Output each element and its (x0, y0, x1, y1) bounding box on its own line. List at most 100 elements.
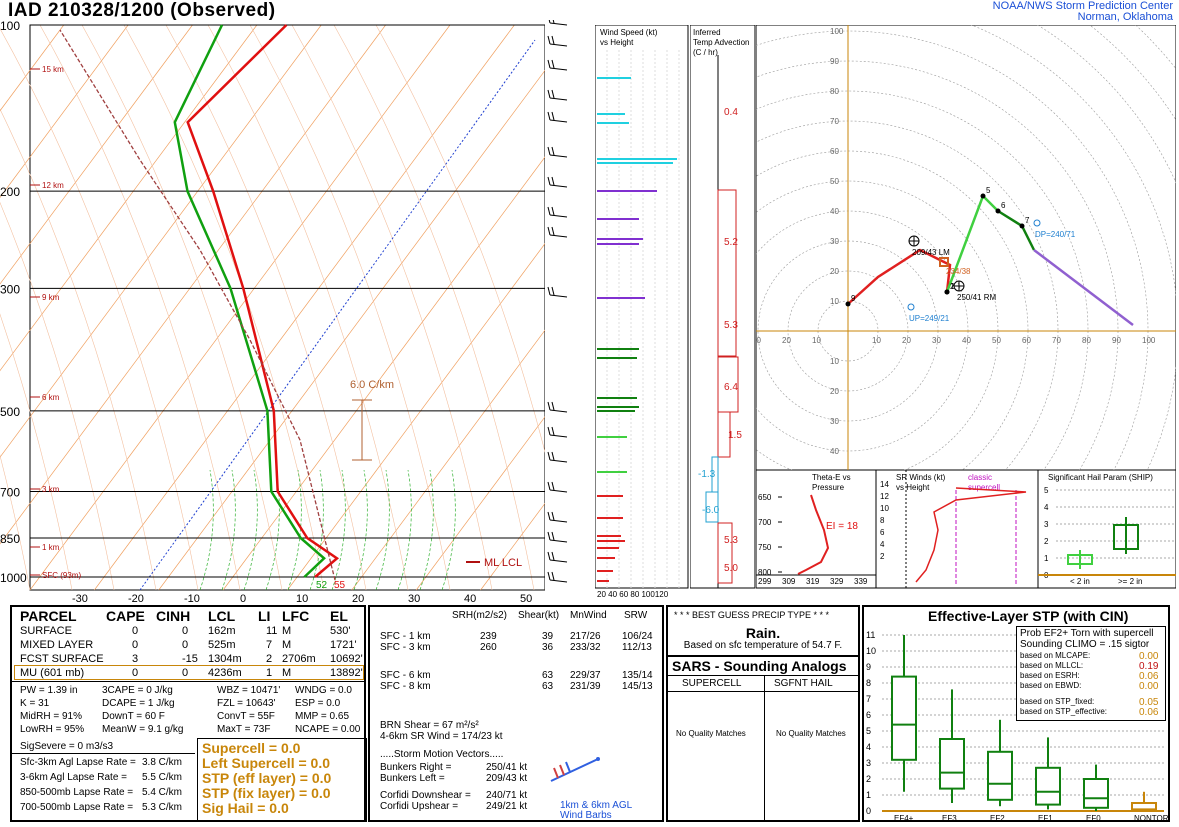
wind-barb (549, 67, 568, 71)
isotherm (222, 156, 545, 591)
stp-y-label: 11 (866, 630, 875, 640)
pressure-label: 850 (0, 532, 20, 546)
lapse-label: Sfc-3km Agl Lapse Rate = (20, 757, 136, 768)
sars-col2: SGFNT HAIL (774, 678, 833, 689)
hodo-point (980, 193, 986, 199)
hodo-x-label: 10 (872, 336, 881, 345)
hodo-point (944, 289, 950, 295)
moist-adiabat (287, 469, 302, 591)
wind-speed-bar (597, 357, 637, 359)
adv-value: 0.4 (724, 107, 738, 118)
temp-tick-label: -20 (128, 593, 144, 605)
wind-barb-flag (551, 206, 555, 216)
divider (12, 681, 364, 682)
index-cell: MidRH = 91% (20, 711, 82, 722)
composite-param: Left Supercell = 0.0 (202, 755, 330, 771)
height-label: 9 km (42, 293, 60, 302)
stp-y-label: 9 (866, 662, 871, 672)
kin-header: SRW (624, 610, 648, 621)
sars-title: SARS - Sounding Analogs (672, 658, 847, 674)
stp-legend: Prob EF2+ Torn with supercell Sounding C… (1016, 626, 1166, 721)
lapse-label: 700-500mb Lapse Rate = (20, 802, 134, 813)
wind-barb-flag (551, 176, 555, 186)
theta-x-label: 299 (758, 577, 772, 586)
index-cell: FZL = 10643' (217, 698, 276, 709)
theta-y-label: 650 (758, 493, 772, 502)
stp-cat-label: NONTOR (1134, 814, 1168, 821)
parcel-cell: 1721' (330, 639, 357, 651)
kin-cell: 260 (480, 642, 497, 653)
ship-title: Significant Hail Param (SHIP) (1048, 473, 1153, 482)
stp-based-label: based on MLCAPE: (1020, 651, 1091, 660)
ship-lbl-ge2: >= 2 in (1118, 577, 1142, 586)
wind-barb (549, 43, 568, 47)
parcel-cell: MIXED LAYER (20, 639, 94, 651)
wind-speed-title1: Wind Speed (kt) (600, 28, 658, 37)
ship-panel: Significant Hail Param (SHIP) < 2 in >= … (1038, 470, 1176, 589)
temperature-trace (186, 24, 340, 578)
hodo-y-label: 10 (830, 357, 839, 366)
adv-value: -1.3 (698, 469, 716, 480)
hodo-y-label: 100 (830, 27, 844, 36)
hodo-point-label: 1 (950, 282, 955, 291)
ml-lcl-legend: ML LCL (484, 557, 522, 569)
wind-barb (549, 119, 568, 123)
stp-based-label: based on ESRH: (1020, 671, 1080, 680)
sr-y-label: 14 (880, 480, 889, 489)
motion-value: 209/43 kt (486, 773, 528, 784)
lapse-rate-label: 6.0 C/km (350, 379, 394, 391)
hodo-segment-0-3km (847, 248, 952, 305)
adv-bar (717, 189, 737, 357)
height-label: 15 km (42, 65, 64, 74)
motion-label: Bunkers Right = (380, 762, 452, 773)
moist-adiabat (243, 469, 258, 591)
kin-cell: 63 (542, 670, 554, 681)
stp-y-label: 6 (866, 710, 871, 720)
wind-speed-bar (597, 190, 657, 192)
wind-barb-flag (551, 571, 555, 581)
adv-bar (717, 411, 731, 458)
wind-barb-flag (551, 551, 555, 561)
up-marker (907, 303, 915, 311)
theta-x-label: 309 (782, 577, 796, 586)
isotherm (29, 24, 451, 591)
lapse-value: 3.8 C/km (142, 757, 183, 768)
kin-header: SRH(m2/s2) (452, 610, 508, 621)
brn-shear: BRN Shear = 67 m²/s² (380, 720, 479, 731)
moist-adiabat (331, 469, 346, 591)
adv-value: 5.3 (724, 535, 738, 546)
kin-cell: 145/13 (622, 681, 653, 692)
sounding-title: IAD 210328/1200 (Observed) (8, 0, 276, 21)
dry-adiabat (0, 108, 157, 591)
isotherm (351, 329, 545, 591)
pressure-axis: 100 200 300 500 700 850 1000 (0, 20, 27, 585)
pressure-label: 500 (0, 405, 20, 419)
wind-barbs-column (547, 20, 568, 583)
wind-speed-bar (597, 218, 639, 220)
wind-speed-bar (597, 158, 677, 160)
pressure-label: 1000 (0, 571, 27, 585)
adv-value: -6.0 (702, 505, 720, 516)
dry-adiabat (81, 24, 283, 591)
stp-box (1035, 766, 1061, 806)
moist-adiabat (441, 469, 456, 591)
theta-title1: Theta-E vs (812, 473, 851, 482)
wind-speed-bar (597, 243, 639, 245)
motion-value: 249/21 kt (486, 801, 528, 812)
theta-title2: Pressure (812, 483, 845, 492)
profile-traces (59, 24, 340, 581)
wind-barb-flag (547, 206, 551, 216)
wind-barb (549, 22, 568, 26)
hodo-y-label: 40 (830, 207, 839, 216)
wind-barb-flag (547, 531, 551, 541)
composite-param: STP (eff layer) = 0.0 (202, 770, 332, 786)
kin-cell: 39 (542, 631, 554, 642)
stp-based-label: based on EBWD: (1020, 681, 1082, 690)
hodo-x-label: 20 (782, 336, 791, 345)
ship-y-label: 5 (1044, 486, 1049, 495)
sr-winds-panel: SR Winds (kt) vs Height classic supercel… (876, 470, 1038, 589)
height-label: SFC (93m) (42, 571, 81, 580)
ship-y-label: 3 (1044, 520, 1049, 529)
